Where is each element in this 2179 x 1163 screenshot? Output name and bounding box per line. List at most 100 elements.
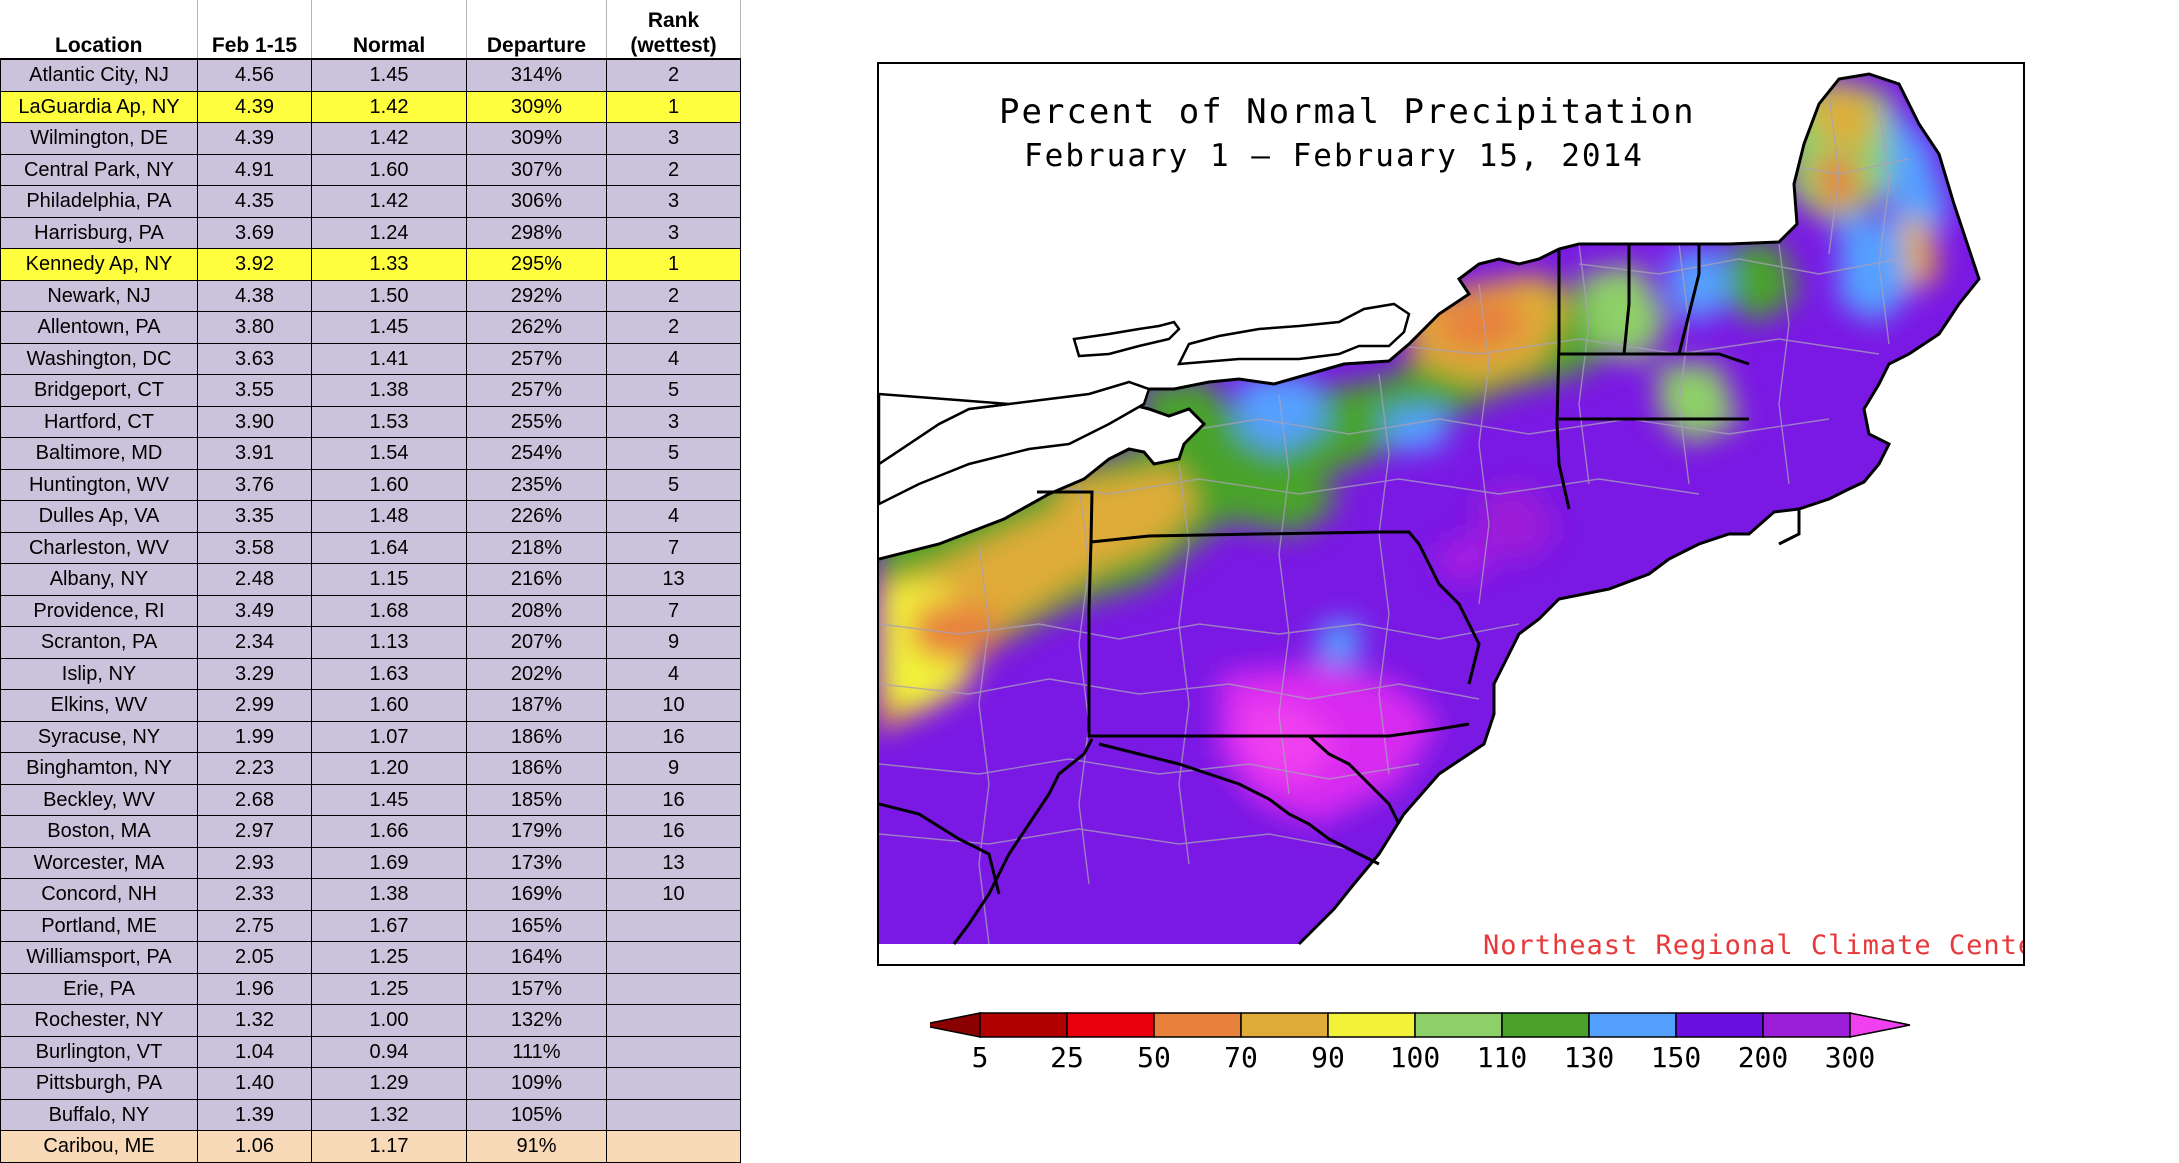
cell-rank: 5 [606, 437, 741, 470]
cell-rank: 9 [606, 626, 741, 659]
table-row: Rochester, NY 1.32 1.00 132% [0, 1004, 741, 1037]
cell-departure: 309% [466, 122, 607, 155]
cell-feb: 3.49 [197, 594, 312, 627]
cell-rank: 13 [606, 563, 741, 596]
table-row: Burlington, VT 1.04 0.94 111% [0, 1035, 741, 1068]
cell-departure: 109% [466, 1067, 607, 1100]
cell-normal: 1.45 [311, 311, 467, 344]
header-normal: Normal [311, 0, 467, 60]
cell-departure: 132% [466, 1004, 607, 1037]
cell-location: Bridgeport, CT [0, 374, 198, 407]
cell-feb: 3.29 [197, 657, 312, 690]
cell-location: Baltimore, MD [0, 437, 198, 470]
cell-departure: 307% [466, 153, 607, 186]
cell-departure: 226% [466, 500, 607, 533]
cell-normal: 1.60 [311, 689, 467, 722]
header-location: Location [0, 0, 198, 60]
legend-tick-label: 5 [972, 1041, 989, 1074]
cell-normal: 1.15 [311, 563, 467, 596]
cell-feb: 1.32 [197, 1004, 312, 1037]
map-credit: Northeast Regional Climate Center [1483, 930, 2025, 961]
table-row: Bridgeport, CT 3.55 1.38 257% 5 [0, 374, 741, 407]
table-row: Huntington, WV 3.76 1.60 235% 5 [0, 468, 741, 501]
cell-normal: 1.63 [311, 657, 467, 690]
cell-departure: 255% [466, 405, 607, 438]
cell-normal: 1.38 [311, 878, 467, 911]
cell-location: Portland, ME [0, 909, 198, 942]
cell-normal: 1.38 [311, 374, 467, 407]
cell-departure: 208% [466, 594, 607, 627]
legend-tick-label: 130 [1564, 1041, 1615, 1074]
cell-departure: 91% [466, 1130, 607, 1163]
cell-normal: 1.24 [311, 216, 467, 249]
cell-location: Washington, DC [0, 342, 198, 375]
cell-rank [606, 1067, 741, 1100]
header-feb: Feb 1-15 [197, 0, 312, 60]
cell-feb: 1.40 [197, 1067, 312, 1100]
table-row: Newark, NJ 4.38 1.50 292% 2 [0, 279, 741, 312]
legend-arrow-right [1849, 1012, 1911, 1038]
map-canvas [879, 64, 2023, 964]
cell-location: Burlington, VT [0, 1035, 198, 1068]
cell-rank: 5 [606, 374, 741, 407]
table-row: Caribou, ME 1.06 1.17 91% [0, 1130, 741, 1163]
cell-rank: 3 [606, 405, 741, 438]
cell-location: Newark, NJ [0, 279, 198, 312]
cell-location: Beckley, WV [0, 783, 198, 816]
cell-departure: 292% [466, 279, 607, 312]
cell-feb: 1.39 [197, 1098, 312, 1131]
cell-normal: 1.07 [311, 720, 467, 753]
cell-departure: 186% [466, 752, 607, 785]
table-row: Pittsburgh, PA 1.40 1.29 109% [0, 1067, 741, 1100]
cell-departure: 254% [466, 437, 607, 470]
cell-rank: 5 [606, 468, 741, 501]
table-row: Dulles Ap, VA 3.35 1.48 226% 4 [0, 500, 741, 533]
precipitation-map: Percent of Normal Precipitation February… [877, 62, 2025, 966]
cell-feb: 1.06 [197, 1130, 312, 1163]
cell-feb: 2.23 [197, 752, 312, 785]
cell-location: Concord, NH [0, 878, 198, 911]
cell-location: Elkins, WV [0, 689, 198, 722]
cell-rank [606, 972, 741, 1005]
table-row: Erie, PA 1.96 1.25 157% [0, 972, 741, 1005]
cell-rank: 3 [606, 122, 741, 155]
cell-location: Hartford, CT [0, 405, 198, 438]
cell-departure: 257% [466, 342, 607, 375]
precipitation-table-panel: Location Feb 1-15 Normal Departure Rank … [0, 0, 741, 1163]
cell-location: Scranton, PA [0, 626, 198, 659]
cell-normal: 1.32 [311, 1098, 467, 1131]
cell-feb: 2.99 [197, 689, 312, 722]
cell-normal: 1.45 [311, 58, 467, 92]
cell-feb: 2.97 [197, 815, 312, 848]
legend-swatch [1414, 1012, 1503, 1038]
cell-normal: 1.42 [311, 185, 467, 218]
cell-departure: 216% [466, 563, 607, 596]
cell-rank: 9 [606, 752, 741, 785]
precipitation-table: Location Feb 1-15 Normal Departure Rank … [0, 0, 741, 1163]
cell-rank [606, 1098, 741, 1131]
cell-departure: 295% [466, 248, 607, 281]
cell-location: Binghamton, NY [0, 752, 198, 785]
cell-departure: 306% [466, 185, 607, 218]
legend-colorbar: 5 25 50 70 90 100 110 130 150 200 300 [919, 1012, 1911, 1074]
table-row: Portland, ME 2.75 1.67 165% [0, 909, 741, 942]
cell-rank: 10 [606, 878, 741, 911]
table-row: Harrisburg, PA 3.69 1.24 298% 3 [0, 216, 741, 249]
table-row: Buffalo, NY 1.39 1.32 105% [0, 1098, 741, 1131]
cell-departure: 165% [466, 909, 607, 942]
lake-shorelines [879, 302, 1411, 506]
table-row: Boston, MA 2.97 1.66 179% 16 [0, 815, 741, 848]
cell-location: Harrisburg, PA [0, 216, 198, 249]
cell-normal: 1.42 [311, 122, 467, 155]
legend-tick-label: 90 [1311, 1041, 1345, 1074]
cell-feb: 4.91 [197, 153, 312, 186]
cell-feb: 2.48 [197, 563, 312, 596]
cell-departure: 309% [466, 90, 607, 123]
cell-feb: 4.38 [197, 279, 312, 312]
cell-feb: 2.05 [197, 941, 312, 974]
cell-normal: 1.20 [311, 752, 467, 785]
table-body: Atlantic City, NJ 4.56 1.45 314% 2 LaGuardia … [0, 58, 741, 1163]
cell-rank: 2 [606, 58, 741, 92]
table-row: Kennedy Ap, NY 3.92 1.33 295% 1 [0, 248, 741, 281]
cell-rank: 2 [606, 311, 741, 344]
